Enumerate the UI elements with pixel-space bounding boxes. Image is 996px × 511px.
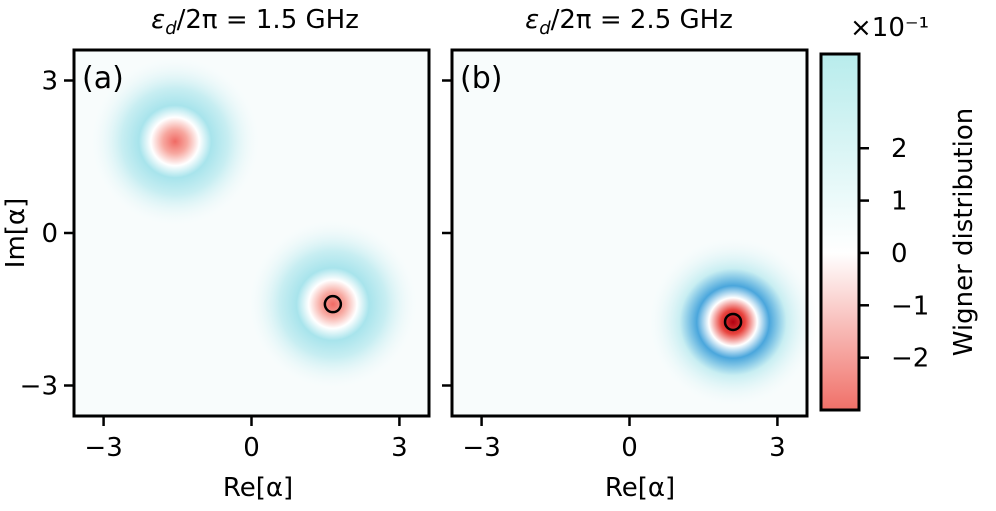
panel-b-xtick-label: −3 — [462, 433, 500, 463]
colorbar-ticks: −2 −1 0 1 2 — [859, 134, 929, 374]
colorbar: ×10⁻¹ −2 −1 0 1 2 Wigner distribution — [819, 13, 979, 412]
panel-a: εd/2π = 1.5 GHz (a) −3 0 3 −3 0 3 Re[α] Im[α] — [1, 5, 431, 503]
panel-b-title-subscript: d — [539, 18, 551, 39]
panel-a-ytick-label: −3 — [20, 372, 58, 402]
panel-a-label: (a) — [82, 61, 124, 96]
panel-b-xlabel: Re[α] — [605, 473, 675, 503]
panel-b-wigner-blob — [646, 235, 820, 409]
colorbar-scale-label: ×10⁻¹ — [850, 13, 929, 43]
panel-b-ticks: −3 0 3 — [442, 79, 786, 463]
panel-b-xtick-label: 3 — [769, 433, 786, 463]
panel-a-wigner-blob — [246, 217, 420, 391]
colorbar-tick-label: −1 — [891, 291, 929, 321]
panel-a-heatmap — [74, 50, 429, 416]
panel-a-ylabel: Im[α] — [1, 198, 31, 268]
panel-a-ytick-label: 0 — [41, 219, 58, 249]
colorbar-tick-label: −2 — [891, 344, 929, 374]
colorbar-gradient — [819, 52, 861, 412]
panel-a-xtick-label: 0 — [243, 433, 260, 463]
panel-b-heatmap — [452, 50, 820, 416]
panel-b-marker — [723, 312, 743, 332]
colorbar-tick-label: 1 — [891, 187, 908, 217]
panel-a-xlabel: Re[α] — [223, 473, 293, 503]
panel-a-title-symbol: ε — [151, 5, 165, 35]
colorbar-label: Wigner distribution — [949, 108, 979, 356]
panel-a-title-subscript: d — [165, 18, 177, 39]
panel-b-label: (b) — [460, 61, 502, 96]
colorbar-tick-label: 2 — [891, 134, 908, 164]
panel-a-ticks: −3 0 3 −3 0 3 — [20, 67, 408, 464]
panel-a-marker — [323, 294, 343, 314]
panel-b-title-symbol: ε — [525, 5, 539, 35]
panel-b-title: εd/2π = 2.5 GHz — [525, 5, 733, 39]
panel-b: εd/2π = 2.5 GHz (b) −3 0 3 Re[α] — [442, 5, 820, 503]
panel-b-xtick-label: 0 — [621, 433, 638, 463]
panel-a-xtick-label: −3 — [84, 433, 122, 463]
panel-a-ytick-label: 3 — [41, 67, 58, 97]
panel-a-wigner-blob — [88, 55, 262, 228]
panel-b-title-rest: /2π = 2.5 GHz — [551, 5, 733, 35]
panel-a-title: εd/2π = 1.5 GHz — [151, 5, 359, 39]
colorbar-tick-label: 0 — [891, 239, 908, 269]
panel-a-xtick-label: 3 — [391, 433, 408, 463]
panel-a-title-rest: /2π = 1.5 GHz — [177, 5, 359, 35]
